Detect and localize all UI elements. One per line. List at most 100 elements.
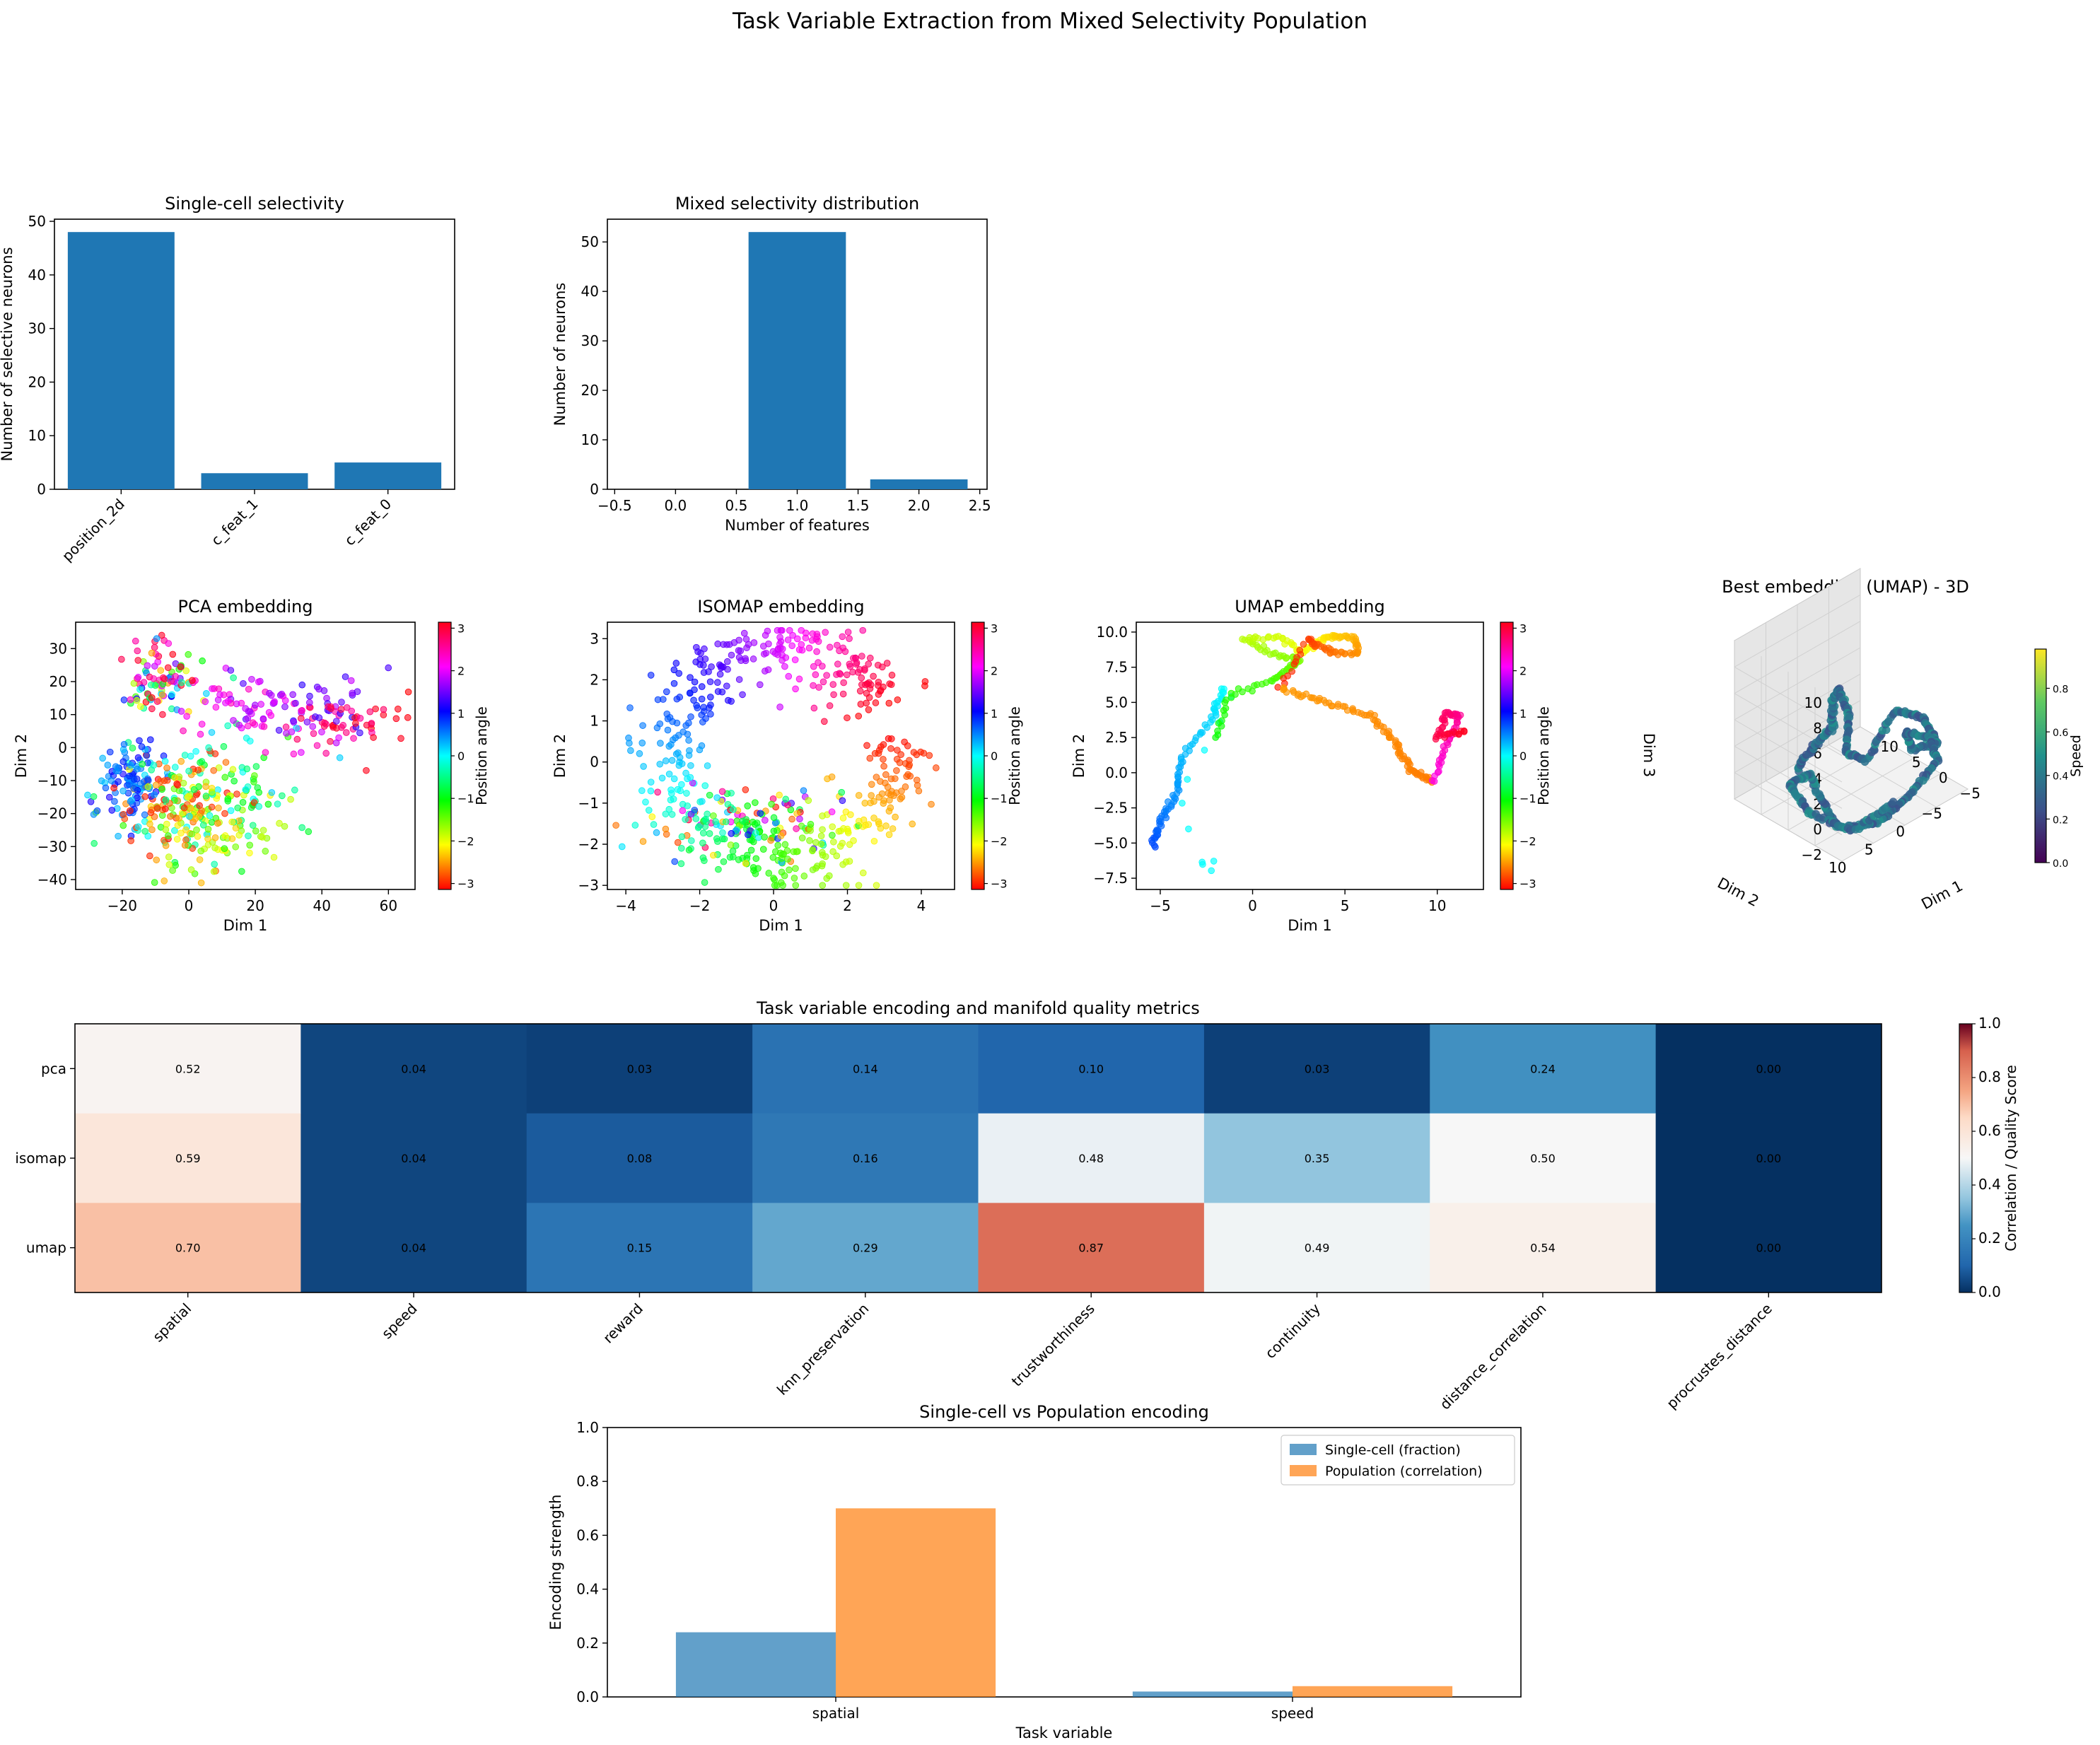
scatter-point — [897, 751, 904, 759]
colorbar — [971, 621, 985, 890]
scatter-point — [146, 852, 153, 860]
scatter-point — [783, 847, 791, 854]
scatter-point — [174, 781, 182, 789]
scatter-point — [676, 754, 684, 761]
scatter-point — [233, 700, 240, 708]
heatmap-cell-label: 0.14 — [853, 1062, 878, 1075]
y-axis-label: Number of selective neurons — [0, 247, 16, 461]
scatter-point — [723, 682, 730, 690]
scatter-point — [742, 657, 749, 665]
scatter-point — [397, 735, 404, 742]
y-tick-label: −10 — [37, 772, 67, 789]
scatter-point — [309, 723, 317, 730]
scatter-points — [612, 626, 940, 889]
y-tick-label: 0.8 — [576, 1473, 599, 1490]
scatter-point — [835, 827, 843, 835]
scatter-point — [202, 783, 209, 790]
scatter-point — [893, 767, 900, 774]
scatter-point — [698, 711, 706, 718]
heatmap-cell-label: 0.49 — [1305, 1242, 1330, 1255]
scatter-point — [654, 788, 661, 796]
y-axis-label: Dim 2 — [13, 734, 30, 778]
scatter-point — [189, 677, 196, 684]
scatter-point — [792, 865, 799, 872]
y-tick-label: −40 — [37, 871, 67, 888]
scatter-point — [144, 783, 152, 790]
scatter-point — [161, 675, 168, 683]
x-axis-label: Task variable — [1015, 1724, 1113, 1741]
scatter-point — [892, 775, 899, 783]
heatmap-cell — [526, 1203, 753, 1293]
scatter-point — [180, 804, 188, 812]
heatmap-cell-label: 0.04 — [401, 1152, 426, 1165]
colorbar-tick-label: 0.2 — [2053, 815, 2068, 826]
scatter-point — [846, 635, 853, 643]
colorbar-tick-label: 3 — [1519, 621, 1527, 635]
scatter-point — [882, 822, 889, 829]
scatter-point — [254, 784, 262, 791]
scatter-point — [178, 679, 185, 687]
scatter-point — [762, 817, 769, 824]
bar — [201, 473, 308, 489]
colorbar-tick-label: 0.2 — [1978, 1230, 2001, 1247]
scatter-point — [298, 749, 305, 757]
scatter-point — [740, 629, 748, 637]
scatter-point — [880, 800, 887, 807]
scatter-point — [292, 699, 299, 707]
x-tick-label: 0 — [769, 897, 778, 914]
scatter-point — [674, 839, 682, 846]
scatter-point — [913, 776, 921, 784]
scatter-point — [214, 786, 221, 793]
y-tick-label: 40 — [581, 283, 599, 300]
scatter-point — [896, 759, 904, 766]
scatter-point — [210, 766, 217, 774]
axes-frame — [1136, 621, 1484, 890]
encoding-heatmap-chart: Task variable encoding and manifold qual… — [15, 998, 2019, 1413]
scatter-point — [759, 846, 767, 853]
scatter-point — [1210, 858, 1218, 865]
scatter-point — [290, 718, 298, 726]
x-tick-label: 0.5 — [725, 497, 748, 514]
scatter-point — [271, 698, 278, 706]
scatter-point — [844, 825, 851, 833]
scatter-point — [187, 752, 194, 760]
scatter-point — [791, 875, 798, 882]
scatter-point — [165, 832, 172, 839]
bar — [67, 232, 175, 489]
scatter-point — [814, 633, 821, 641]
scatter-point — [834, 660, 841, 668]
scatter-point — [251, 772, 258, 779]
scatter-point — [1201, 721, 1209, 728]
scatter-point — [882, 771, 889, 778]
scatter-point — [865, 660, 873, 667]
bar — [870, 479, 968, 489]
scatter-point — [694, 704, 701, 712]
scatter-point — [771, 650, 779, 658]
colorbar-tick-label: 0.0 — [1978, 1283, 2001, 1300]
y-tick-label: −2.5 — [1093, 800, 1128, 817]
scatter-point — [177, 708, 185, 715]
x-tick-label: speed — [1271, 1705, 1314, 1722]
scatter-point — [626, 704, 634, 711]
scatter-point — [235, 721, 243, 729]
scatter-point — [107, 777, 115, 784]
scatter-point — [677, 844, 685, 852]
scatter-point — [119, 810, 127, 818]
scatter-point — [687, 774, 694, 781]
scatter-point — [118, 655, 125, 663]
scatter-point — [826, 702, 834, 709]
scatter-point — [877, 778, 884, 785]
y-tick-label: 3 — [590, 630, 599, 647]
scatter-point — [844, 629, 852, 636]
x-tick-label: 5 — [1341, 897, 1350, 914]
scatter-point — [694, 648, 701, 655]
scatter-point — [850, 837, 857, 844]
scatter-point — [829, 823, 836, 831]
scatter-point — [647, 672, 655, 679]
y-axis-label: Dim 2 — [552, 734, 568, 778]
scatter-point — [1184, 776, 1191, 783]
y-tick-label: 10.0 — [1096, 624, 1128, 641]
heatmap-cell — [1655, 1024, 1882, 1114]
scatter-point — [172, 764, 179, 771]
grid-line — [1734, 719, 1843, 783]
